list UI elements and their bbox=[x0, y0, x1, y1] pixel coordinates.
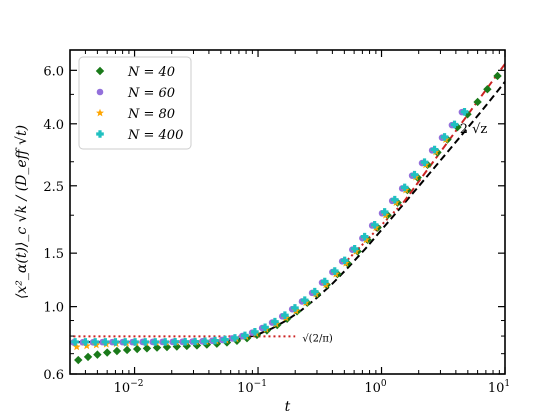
annotation-sqrt-z: 2 √z bbox=[460, 122, 488, 137]
legend-label-1: N = 60 bbox=[127, 86, 175, 101]
data-point bbox=[360, 232, 369, 241]
legend: N = 40 N = 60 N = 80 N = 400 bbox=[78, 56, 192, 150]
x-tick-exponent: −2 bbox=[130, 379, 143, 389]
data-point bbox=[74, 355, 83, 365]
data-point bbox=[71, 338, 79, 346]
y-tick-label: 2.5 bbox=[43, 180, 64, 195]
reference-line-2 bbox=[343, 201, 404, 264]
x-tick-exponent: 1 bbox=[504, 379, 510, 389]
x-tick-base: 10 bbox=[364, 381, 381, 396]
data-point bbox=[182, 341, 192, 351]
data-point bbox=[473, 97, 482, 107]
data-point bbox=[131, 338, 139, 346]
data-point bbox=[390, 195, 399, 204]
data-point bbox=[483, 85, 492, 94]
data-point bbox=[221, 335, 229, 344]
data-point bbox=[261, 323, 269, 332]
series-3 bbox=[71, 108, 469, 346]
data-point bbox=[450, 120, 459, 129]
data-point bbox=[340, 256, 349, 265]
y-tick-label: 1.5 bbox=[43, 247, 64, 262]
data-point bbox=[291, 304, 299, 312]
data-point bbox=[111, 338, 120, 346]
plot-layer bbox=[70, 63, 505, 365]
x-tick-exponent: −1 bbox=[254, 379, 267, 389]
x-tick-base: 10 bbox=[488, 381, 505, 396]
data-point bbox=[151, 338, 160, 346]
data-point bbox=[370, 220, 379, 229]
legend-marker-3 bbox=[96, 130, 104, 138]
legend-marker-1 bbox=[96, 88, 104, 96]
data-point bbox=[460, 108, 469, 116]
data-point bbox=[141, 338, 150, 346]
data-point bbox=[142, 344, 152, 353]
data-point bbox=[320, 277, 329, 286]
legend-marker-2 bbox=[96, 108, 104, 117]
data-point bbox=[251, 328, 259, 336]
data-point bbox=[201, 337, 209, 346]
x-tick-label: 100 bbox=[364, 379, 387, 396]
data-point bbox=[410, 170, 419, 179]
legend-label-2: N = 80 bbox=[127, 107, 175, 122]
x-tick-label: 10−2 bbox=[114, 379, 144, 396]
data-group bbox=[70, 63, 505, 365]
data-point bbox=[191, 337, 199, 346]
x-tick-label: 101 bbox=[488, 379, 510, 396]
data-point bbox=[93, 350, 102, 359]
data-point bbox=[400, 183, 409, 192]
data-point bbox=[181, 337, 189, 346]
data-point bbox=[101, 338, 110, 346]
data-point bbox=[83, 352, 93, 362]
legend-marker-0 bbox=[95, 66, 105, 76]
x-tick-base: 10 bbox=[114, 381, 131, 396]
y-tick-label: 1.0 bbox=[43, 301, 64, 316]
data-point bbox=[430, 145, 439, 154]
data-point bbox=[300, 296, 309, 304]
data-point bbox=[310, 287, 319, 296]
y-tick-label: 0.6 bbox=[43, 368, 64, 383]
data-point bbox=[171, 337, 179, 346]
data-point bbox=[91, 338, 100, 346]
data-point bbox=[81, 338, 90, 346]
data-point bbox=[271, 317, 279, 326]
data-point bbox=[420, 158, 429, 166]
data-point bbox=[281, 311, 289, 320]
plot-frame bbox=[69, 49, 506, 375]
legend-label-3: N = 400 bbox=[127, 128, 183, 143]
y-tick-label: 6.0 bbox=[43, 64, 64, 79]
data-point bbox=[231, 334, 239, 342]
data-point bbox=[440, 133, 449, 141]
legend-box bbox=[78, 56, 192, 150]
x-axis-label: t bbox=[285, 399, 291, 415]
data-point bbox=[102, 348, 112, 357]
y-axis-label: ⟨x²_α(t)⟩_c √k / (D_eff √t) bbox=[14, 125, 30, 299]
y-tick-label: 4.0 bbox=[43, 118, 64, 133]
data-point bbox=[493, 71, 502, 81]
data-point bbox=[380, 208, 389, 216]
data-point bbox=[350, 245, 359, 253]
data-point bbox=[112, 346, 122, 356]
x-tick-label: 10−1 bbox=[237, 379, 267, 396]
x-tick-base: 10 bbox=[237, 381, 254, 396]
data-point bbox=[72, 342, 81, 351]
data-point bbox=[330, 267, 339, 275]
data-point bbox=[211, 336, 219, 345]
data-point bbox=[121, 338, 130, 346]
legend-label-0: N = 40 bbox=[127, 65, 175, 80]
data-point bbox=[122, 345, 132, 355]
data-point bbox=[132, 344, 142, 354]
annotation-sqrt-2-over-pi: √(2/π) bbox=[302, 333, 333, 344]
data-point bbox=[161, 338, 169, 346]
x-tick-exponent: 0 bbox=[381, 379, 387, 389]
data-point bbox=[241, 331, 249, 340]
labels-layer: 2 √z √(2/π) t ⟨x²_α(t)⟩_c √k / (D_eff √t) bbox=[14, 122, 487, 415]
